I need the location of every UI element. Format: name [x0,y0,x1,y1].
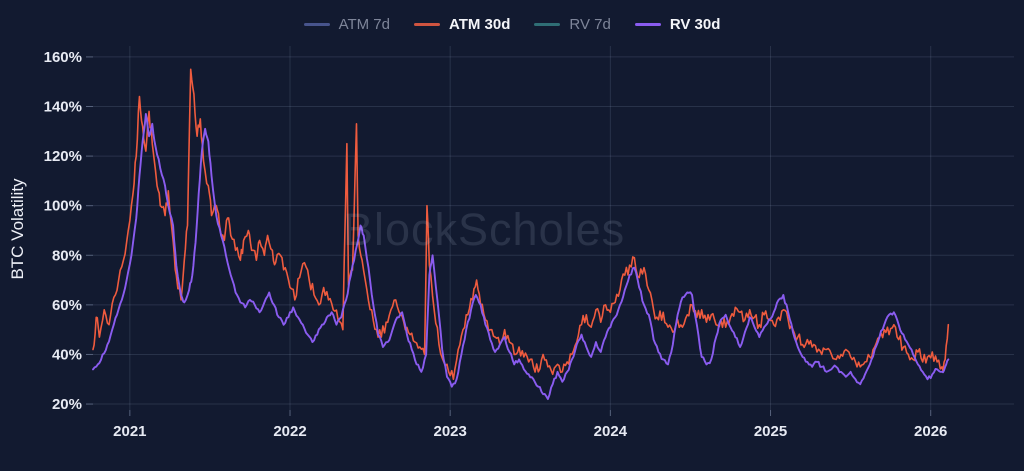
legend-item-rv-7d[interactable]: RV 7d [534,16,611,33]
y-tick-label: 60% [52,297,82,314]
y-tick-label: 120% [44,148,82,165]
y-tick-label: 40% [52,346,82,363]
y-tick-label: 100% [44,198,82,215]
y-tick-label: 80% [52,247,82,264]
x-tick-label: 2023 [434,423,467,440]
x-tick-label: 2022 [273,423,306,440]
x-tick-label: 2025 [754,423,787,440]
legend-item-atm-30d[interactable]: ATM 30d [413,16,511,33]
legend-swatch-atm-7d [303,23,330,26]
chart-legend: ATM 7d ATM 30d RV 7d RV 30d [0,16,1024,33]
x-tick-label: 2021 [113,423,146,440]
y-tick-label: 140% [44,99,82,116]
legend-label-atm-7d: ATM 7d [338,16,390,33]
legend-label-rv-7d: RV 7d [569,16,611,33]
legend-swatch-rv-7d [534,23,561,26]
legend-label-atm-30d: ATM 30d [448,16,511,33]
y-tick-label: 20% [52,396,82,413]
x-tick-label: 2026 [914,423,947,440]
x-tick-label: 2024 [594,423,628,440]
legend-label-rv-30d: RV 30d [669,16,721,33]
series-line-rv-30d [92,112,950,401]
y-tick-label: 160% [44,49,82,66]
legend-swatch-atm-30d [413,23,440,26]
y-axis-title: BTC Volatility [8,178,27,280]
legend-swatch-rv-30d [634,23,661,26]
series-line-atm-30d [92,68,950,381]
legend-item-rv-30d[interactable]: RV 30d [634,16,721,33]
legend-item-atm-7d[interactable]: ATM 7d [303,16,390,33]
